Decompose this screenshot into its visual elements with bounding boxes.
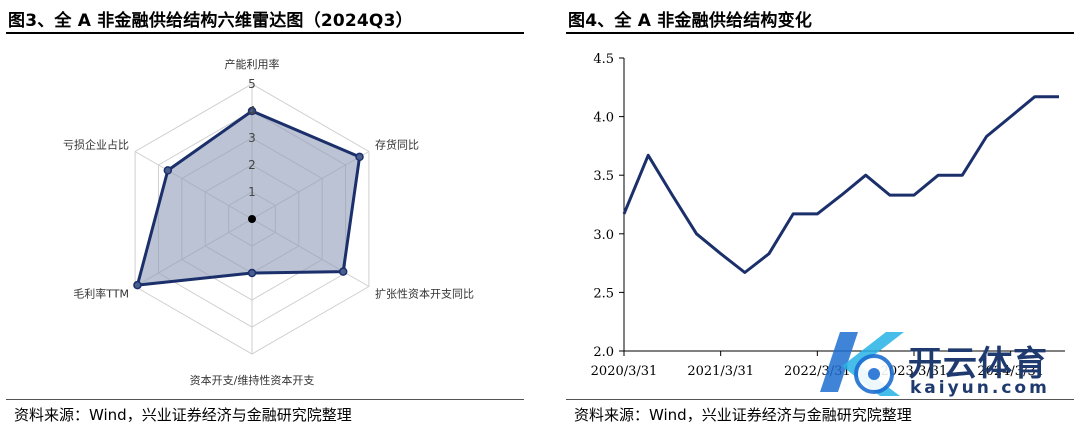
- title-rule: [566, 32, 1074, 34]
- y-tick-label: 2.5: [593, 286, 614, 301]
- radar-axis-label: 资本开支/维持性资本开支: [190, 373, 315, 387]
- radar-tick-label: 1: [248, 185, 256, 199]
- radar-data-point: [163, 166, 173, 175]
- watermark-logo: 开云体育 kaiyun.com: [800, 322, 1080, 402]
- watermark-emblem-icon: [820, 332, 904, 396]
- source-rule: [566, 399, 1074, 400]
- radar-data-point: [133, 280, 142, 290]
- line-series: [622, 95, 1059, 274]
- x-tick-label: 2024/3/31: [977, 364, 1044, 379]
- radar-panel: 图3、全 A 非金融供给结构六维雷达图（2024Q3） 1 2 3 4 5 产能利用率存货…: [0, 0, 530, 429]
- line-panel: 图4、全 A 非金融供给结构变化 2.0 2.5 3.0 3.5 4.0 4.5 2020/…: [560, 0, 1080, 429]
- radar-tick-label: 2: [248, 158, 256, 172]
- x-tick-label: 2021/3/31: [687, 364, 754, 379]
- radar-axis-label: 毛利率TTM: [73, 287, 129, 301]
- radar-tick-label: 5: [248, 77, 256, 91]
- radar-source-note: 资料来源：Wind，兴业证券经济与金融研究院整理: [14, 406, 352, 424]
- radar-data-point: [355, 152, 364, 162]
- y-tick-label: 4.0: [593, 111, 614, 126]
- radar-chart-title: 图3、全 A 非金融供给结构六维雷达图（2024Q3）: [8, 11, 413, 31]
- line-source-note: 资料来源：Wind，兴业证券经济与金融研究院整理: [574, 406, 912, 424]
- radar-axis-label: 扩张性资本开支同比: [375, 287, 474, 301]
- radar-center-dot: [248, 215, 256, 223]
- radar-tick-label: 3: [248, 131, 256, 145]
- x-tick-label: 2020/3/31: [591, 364, 658, 379]
- x-tick-label: 2023/3/31: [881, 364, 948, 379]
- y-tick-label: 3.5: [593, 169, 614, 184]
- title-rule: [6, 32, 524, 34]
- source-rule: [6, 399, 524, 400]
- radar-data-point: [247, 268, 257, 278]
- radar-tick-label: 4: [248, 104, 256, 118]
- radar-axis-label: 亏损企业占比: [63, 138, 129, 152]
- radar-data-point: [338, 267, 348, 276]
- watermark-name: 开云体育: [908, 344, 1048, 384]
- radar-axis-label: 产能利用率: [225, 57, 280, 71]
- line-chart-title: 图4、全 A 非金融供给结构变化: [568, 11, 813, 31]
- y-tick-label: 2.0: [593, 345, 614, 360]
- radar-axis-label: 存货同比: [375, 138, 419, 152]
- radar-data-point: [247, 106, 257, 116]
- y-tick-label: 4.5: [593, 52, 614, 67]
- watermark-domain: kaiyun.com: [910, 378, 1050, 398]
- y-tick-label: 3.0: [593, 228, 614, 243]
